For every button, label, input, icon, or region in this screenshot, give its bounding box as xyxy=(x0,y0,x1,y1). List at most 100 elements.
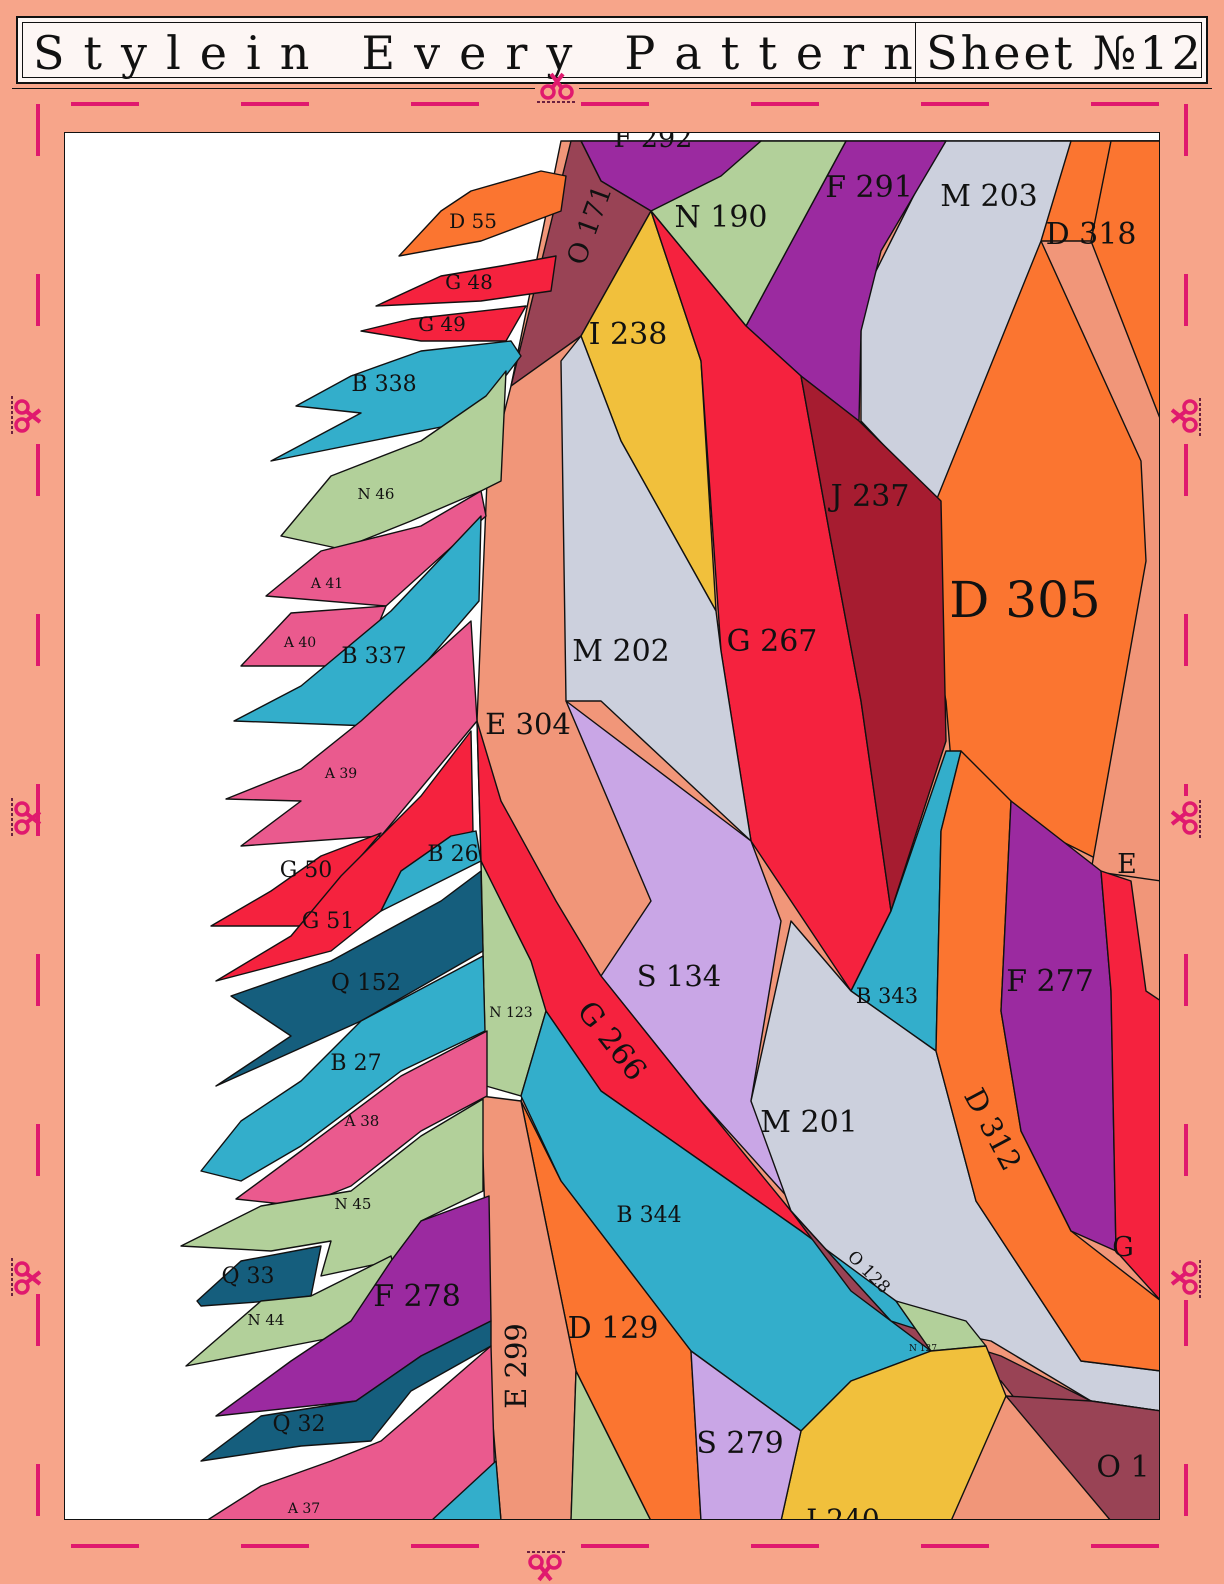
region-n xyxy=(570,1370,651,1519)
region-label: B 338 xyxy=(351,372,416,397)
region-label: M 201 xyxy=(760,1105,858,1140)
region-b-26 xyxy=(380,830,482,912)
region-label: G 50 xyxy=(280,858,333,883)
scissors-icon xyxy=(11,1256,42,1300)
title-letter: y xyxy=(546,26,573,80)
region-label: N 46 xyxy=(358,485,395,503)
title-letter: t xyxy=(758,26,777,80)
region-q-152 xyxy=(215,870,484,1087)
region-label: G 51 xyxy=(302,909,355,934)
region-label: M 202 xyxy=(572,634,670,669)
region-label: B 27 xyxy=(330,1051,381,1076)
title-letter: e xyxy=(795,26,824,80)
region-label: G 49 xyxy=(418,312,466,336)
region-label: A 38 xyxy=(344,1112,380,1130)
region-g-50 xyxy=(210,832,382,927)
scissors-icon xyxy=(1170,1256,1201,1300)
region-label: Q 152 xyxy=(331,970,401,996)
region-label: N 127 xyxy=(909,1344,937,1354)
region-label: D 318 xyxy=(1046,217,1137,252)
region-n-46 xyxy=(280,370,507,550)
sheet-number: Sheet №12 xyxy=(926,26,1204,80)
scissors-icon xyxy=(11,796,42,840)
scissors-icon xyxy=(1170,394,1201,438)
scissors-icon xyxy=(523,1551,567,1582)
region-label: B 26 xyxy=(427,842,478,867)
pattern-panel: D 55 G 48 G 49 B 338 N 46 A 41 A 40 B 337 A 39 G … xyxy=(64,132,1160,1520)
color-region-artwork: D 55 G 48 G 49 B 338 N 46 A 41 A 40 B 337 A 39 G … xyxy=(65,133,1159,1520)
region-label: N 45 xyxy=(335,1195,372,1213)
region-label: M 203 xyxy=(940,179,1038,214)
region-label: N 44 xyxy=(248,1311,285,1329)
region-label: I 240 xyxy=(806,1503,879,1520)
region-label: G 48 xyxy=(445,270,493,294)
region-label: F 292 xyxy=(614,133,693,154)
scissors-icon xyxy=(1170,796,1201,840)
region-label: B 344 xyxy=(616,1203,681,1228)
title-letter: e xyxy=(459,26,487,80)
scissors-icon xyxy=(535,72,579,103)
title-letter: l xyxy=(166,26,181,80)
region-label: Q 32 xyxy=(272,1412,325,1437)
title-letter: r xyxy=(842,26,865,80)
region-d-318 xyxy=(1090,140,1159,418)
title-letter: a xyxy=(674,26,702,80)
region-n-45 xyxy=(180,1098,484,1277)
region-label: E 299 xyxy=(499,1323,533,1409)
region-label: I 238 xyxy=(589,317,668,352)
region-label: A 40 xyxy=(283,635,316,651)
region-label: D 305 xyxy=(949,571,1100,629)
region-g-49 xyxy=(360,305,527,342)
header-separator-line xyxy=(12,88,1212,89)
region-label: A 41 xyxy=(310,576,343,592)
title-letter: E xyxy=(361,26,396,80)
region-b-27 xyxy=(200,955,486,1182)
region-i-240 xyxy=(780,1345,1007,1519)
title-letter: t xyxy=(720,26,740,80)
region-label: G 267 xyxy=(727,624,818,659)
title-letter: S xyxy=(33,26,65,80)
title-letter: y xyxy=(121,26,148,80)
region-b xyxy=(432,1460,502,1519)
region-label: B 337 xyxy=(341,644,406,669)
title-letter: n xyxy=(279,26,310,80)
region-label: A 37 xyxy=(287,1501,320,1517)
region-label: N 123 xyxy=(489,1005,532,1021)
region-label: O 1 xyxy=(1096,1450,1149,1485)
region-label: E 304 xyxy=(485,707,571,741)
region-label: F 278 xyxy=(373,1279,461,1314)
region-label: J 237 xyxy=(828,479,910,514)
region-g-48 xyxy=(375,255,557,307)
region-label: D 129 xyxy=(568,1311,659,1346)
region-d-55 xyxy=(398,170,567,257)
title-letter: r xyxy=(505,26,528,80)
region-label: F 277 xyxy=(1006,964,1094,999)
region-label: F 291 xyxy=(825,170,913,205)
region-label: B 343 xyxy=(856,984,918,1008)
title-letter: t xyxy=(83,26,103,80)
region-label: S 279 xyxy=(696,1426,783,1461)
region-label: D 55 xyxy=(449,209,497,233)
title-letter: e xyxy=(199,26,228,80)
region-s-279 xyxy=(690,1350,802,1519)
region-label: G xyxy=(1112,1232,1134,1263)
region-label: E xyxy=(1117,849,1137,880)
title-letter: i xyxy=(246,26,261,80)
region-label: A 39 xyxy=(324,766,357,782)
title-letter: n xyxy=(883,26,913,80)
region-label: Q 33 xyxy=(221,1264,274,1289)
region-j-237 xyxy=(800,375,947,912)
region-a-39 xyxy=(225,620,478,847)
region-q-32 xyxy=(200,1320,492,1462)
scissors-icon xyxy=(11,394,42,438)
region-b-338 xyxy=(270,340,522,462)
region-g xyxy=(1100,870,1159,1300)
region-o-1 xyxy=(1005,1395,1159,1519)
header-divider xyxy=(915,23,916,83)
region-label: S 134 xyxy=(637,959,721,993)
region-label: N 190 xyxy=(674,200,767,235)
